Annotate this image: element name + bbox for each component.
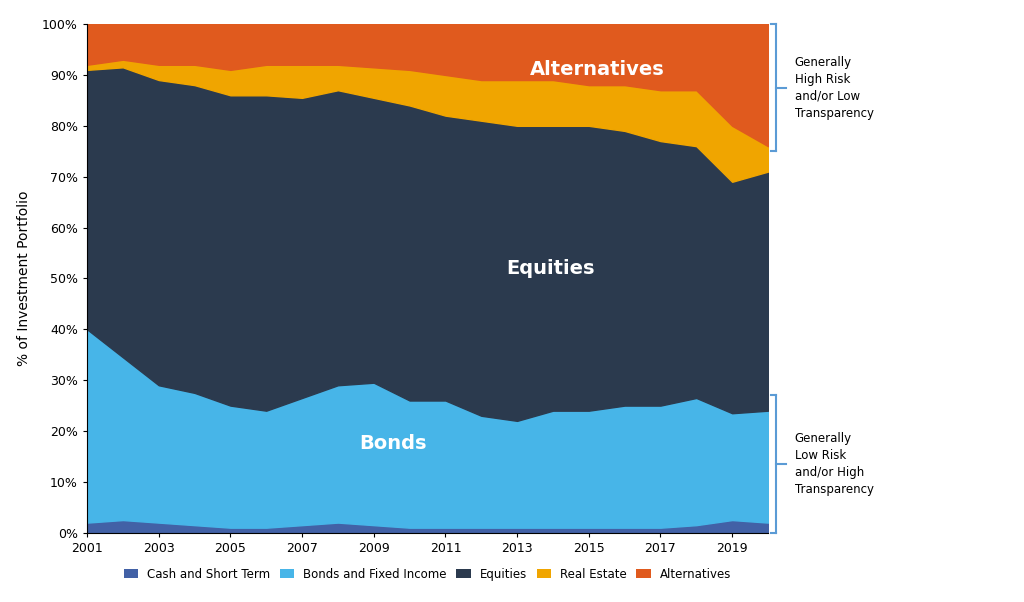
Text: Bonds: Bonds [359,434,427,453]
Text: Generally
Low Risk
and/or High
Transparency: Generally Low Risk and/or High Transpare… [795,432,873,496]
Text: Equities: Equities [506,259,594,278]
Y-axis label: % of Investment Portfolio: % of Investment Portfolio [17,191,31,366]
Text: Generally
High Risk
and/or Low
Transparency: Generally High Risk and/or Low Transpare… [795,55,873,120]
Text: Alternatives: Alternatives [530,60,666,79]
Legend: Cash and Short Term, Bonds and Fixed Income, Equities, Real Estate, Alternatives: Cash and Short Term, Bonds and Fixed Inc… [119,563,736,585]
